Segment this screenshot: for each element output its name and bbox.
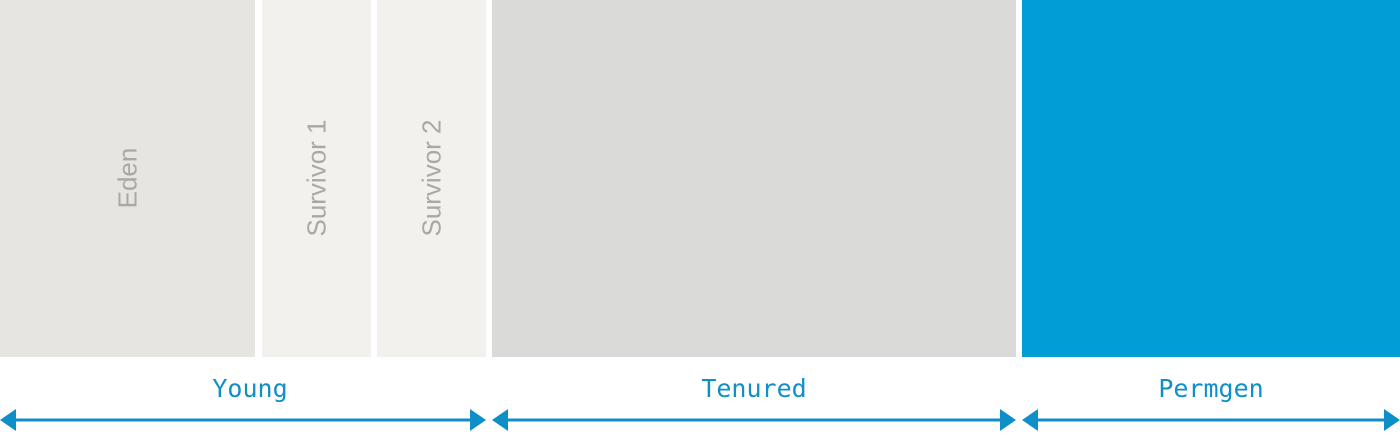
permgen-generation-label: Permgen (1158, 374, 1264, 403)
permgen-span-arrow (1022, 408, 1400, 432)
survivor-1-region: Survivor 1 (262, 0, 371, 357)
survivor-2-label: Survivor 2 (416, 119, 446, 237)
young-generation-label: Young (212, 374, 288, 403)
young-span-arrow (0, 408, 486, 432)
eden-region: Eden (0, 0, 255, 357)
tenured-region (492, 0, 1016, 357)
survivor-2-region: Survivor 2 (377, 0, 486, 357)
tenured-span-arrow (492, 408, 1016, 432)
permgen-region (1022, 0, 1400, 357)
tenured-generation-label: Tenured (701, 374, 807, 403)
survivor-1-label: Survivor 1 (301, 119, 331, 237)
eden-label: Eden (112, 147, 142, 209)
